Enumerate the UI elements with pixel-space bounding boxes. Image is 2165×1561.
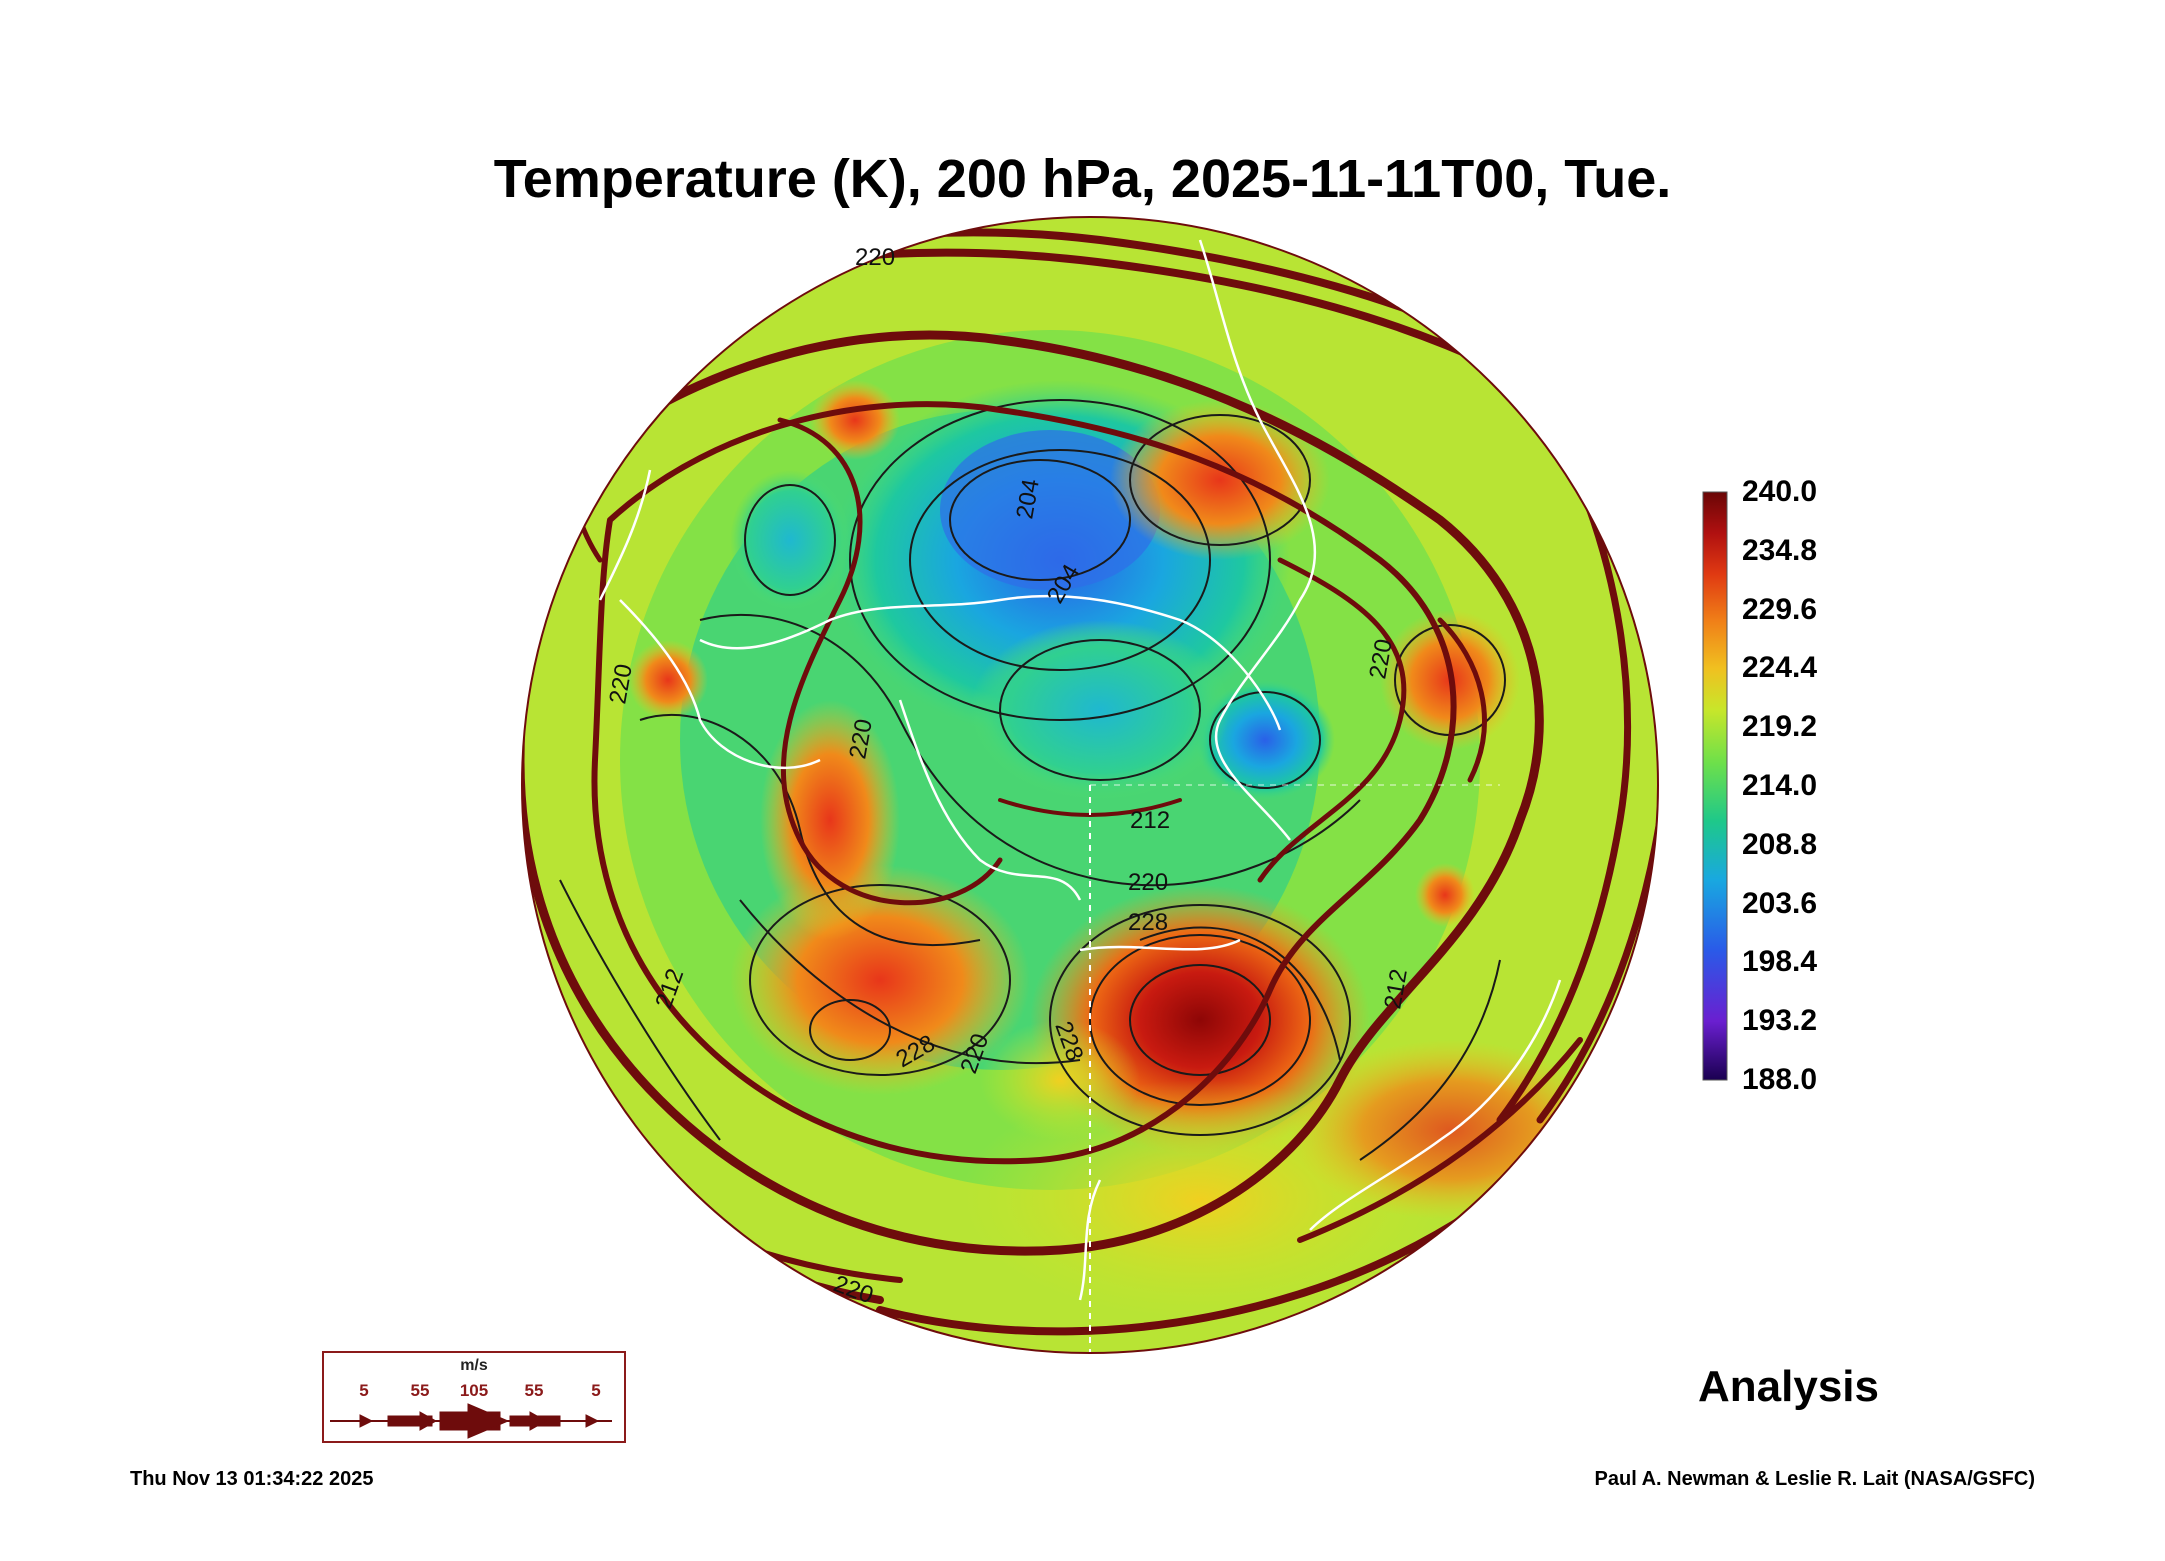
colorbar-label: 193.2: [1742, 1004, 1818, 1037]
colorbar-label: 188.0: [1742, 1063, 1818, 1096]
footer-timestamp: Thu Nov 13 01:34:22 2025: [130, 1468, 374, 1490]
wind-legend-arrow: [330, 1403, 612, 1439]
analysis-label: Analysis: [1698, 1362, 1879, 1411]
colorbar-label: 198.4: [1742, 945, 1818, 978]
coastlines: [598, 239, 1562, 1301]
colorbar: [1702, 491, 1728, 1081]
colorbar-label: 219.2: [1742, 710, 1818, 743]
contour-label: 228: [1128, 909, 1168, 936]
colorbar-label: 214.0: [1742, 769, 1818, 802]
globe-border: [521, 216, 1659, 1354]
chart-title: Temperature (K), 200 hPa, 2025-11-11T00,…: [493, 149, 1672, 209]
colorbar-label: 234.8: [1742, 534, 1818, 567]
contour-label: 220: [855, 244, 895, 271]
wind-legend-unit: m/s: [460, 1357, 488, 1374]
footer-credit: Paul A. Newman & Leslie R. Lait (NASA/GS…: [1594, 1468, 2035, 1490]
colorbar-label: 240.0: [1742, 475, 1818, 508]
colorbar-label: 208.8: [1742, 828, 1818, 861]
wind-legend: m/s 5 55 105 55 5: [322, 1351, 626, 1443]
isotherm-contours: [559, 399, 1506, 1161]
contour-label: 212: [1130, 807, 1170, 834]
wind-legend-label: 55: [410, 1381, 430, 1400]
colorbar-label: 224.4: [1742, 651, 1818, 684]
contour-label: 220: [1128, 869, 1168, 896]
wind-legend-label: 5: [591, 1381, 601, 1400]
wind-legend-label: 55: [524, 1381, 544, 1400]
wind-legend-label: 5: [359, 1381, 369, 1400]
colorbar-label: 229.6: [1742, 593, 1818, 626]
colorbar-label: 203.6: [1742, 887, 1818, 920]
graticule: [1089, 784, 1500, 1353]
wind-legend-label: 105: [459, 1381, 489, 1400]
